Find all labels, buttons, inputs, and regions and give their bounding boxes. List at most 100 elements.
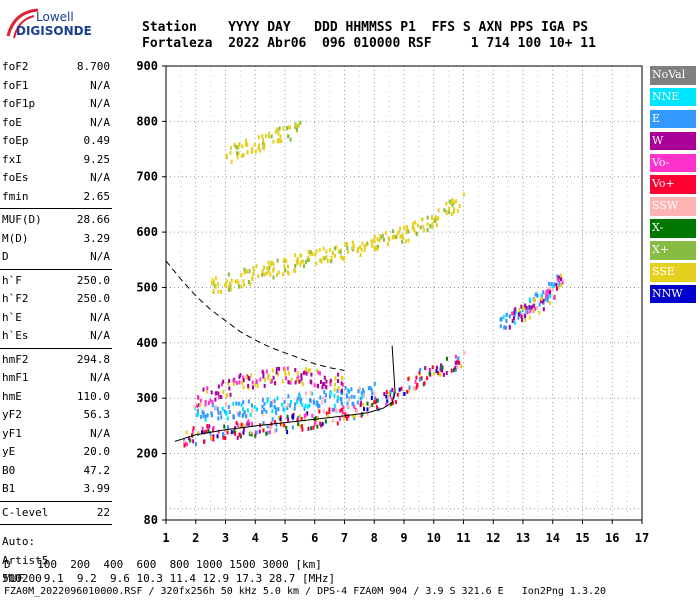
data-point — [499, 324, 502, 329]
data-point — [263, 383, 266, 388]
data-point — [335, 408, 338, 413]
data-point — [431, 225, 434, 230]
data-point — [262, 141, 265, 146]
data-point — [269, 263, 272, 268]
data-point — [316, 417, 319, 422]
data-point — [228, 386, 231, 391]
data-point — [546, 288, 549, 293]
data-point — [297, 415, 300, 420]
data-point — [345, 393, 348, 398]
data-point — [371, 243, 374, 248]
data-point — [249, 282, 252, 287]
legend-item: SSW — [650, 197, 696, 216]
data-point — [415, 232, 418, 237]
data-point — [559, 283, 562, 288]
data-point — [322, 255, 325, 260]
data-point — [228, 287, 231, 292]
data-point — [246, 408, 249, 413]
param-value: N/A — [90, 310, 110, 324]
data-point — [532, 308, 535, 313]
data-point — [411, 226, 414, 231]
data-point — [275, 410, 278, 415]
data-point — [431, 216, 434, 221]
data-point — [439, 373, 442, 378]
data-point — [308, 368, 311, 373]
data-point — [299, 394, 302, 399]
data-point — [296, 378, 299, 383]
data-point — [350, 387, 353, 392]
data-point — [307, 249, 310, 254]
data-point — [323, 382, 326, 387]
data-point — [233, 378, 236, 383]
param-value: N/A — [90, 171, 110, 184]
data-point — [310, 426, 313, 431]
data-point — [366, 411, 369, 416]
header-line-1: Station YYYY DAY DDD HHMMSS P1 FFS S AXN… — [142, 20, 589, 35]
data-point — [393, 234, 396, 239]
data-point — [311, 391, 314, 396]
data-point — [508, 314, 511, 319]
data-point — [346, 245, 349, 250]
data-point — [388, 391, 391, 396]
data-point — [542, 290, 545, 295]
data-point — [253, 142, 256, 147]
data-point — [358, 245, 361, 250]
param-label: hmF2 — [2, 352, 29, 366]
data-point — [325, 249, 328, 254]
data-point — [525, 309, 528, 314]
data-point — [545, 294, 548, 299]
data-point — [341, 255, 344, 260]
param-value: N/A — [90, 329, 110, 342]
data-point — [343, 416, 346, 421]
data-point — [331, 418, 334, 423]
data-point — [237, 144, 240, 149]
data-point — [273, 420, 276, 425]
data-point — [549, 300, 552, 305]
data-point — [261, 272, 264, 277]
data-point — [426, 227, 429, 232]
data-point — [321, 385, 324, 390]
data-point — [215, 391, 218, 396]
data-point — [442, 372, 445, 377]
data-point — [557, 285, 560, 290]
data-point — [514, 310, 517, 315]
data-point — [263, 421, 266, 426]
data-point — [220, 394, 223, 399]
data-point — [221, 432, 224, 437]
y-tick-label: 400 — [136, 336, 158, 350]
data-point — [363, 407, 366, 412]
data-point — [420, 376, 423, 381]
y-tick-label: 80 — [144, 513, 158, 527]
param-value: 2.65 — [83, 189, 111, 203]
data-point — [415, 375, 418, 380]
data-point — [296, 418, 299, 423]
data-point — [337, 372, 340, 377]
data-point — [217, 289, 220, 294]
data-point — [319, 258, 322, 263]
data-point — [300, 259, 303, 264]
data-point — [355, 408, 358, 413]
data-point — [282, 126, 285, 131]
data-point — [558, 283, 561, 288]
legend-item: NNW — [650, 284, 696, 304]
data-point — [191, 433, 194, 438]
data-point — [222, 389, 225, 394]
data-point — [222, 379, 225, 384]
data-point — [351, 402, 354, 407]
data-point — [203, 430, 206, 435]
data-point — [271, 409, 274, 414]
data-point — [443, 208, 446, 213]
data-point — [287, 394, 290, 399]
data-point — [227, 285, 230, 290]
data-point — [217, 391, 220, 396]
data-point — [451, 197, 454, 202]
data-point — [226, 392, 229, 397]
data-point — [549, 290, 552, 295]
data-point — [263, 272, 266, 277]
data-point — [238, 142, 241, 147]
data-point — [328, 394, 331, 399]
param-label: foEp — [2, 134, 29, 147]
data-point — [296, 125, 299, 130]
data-point — [277, 131, 280, 136]
data-point — [282, 272, 285, 277]
